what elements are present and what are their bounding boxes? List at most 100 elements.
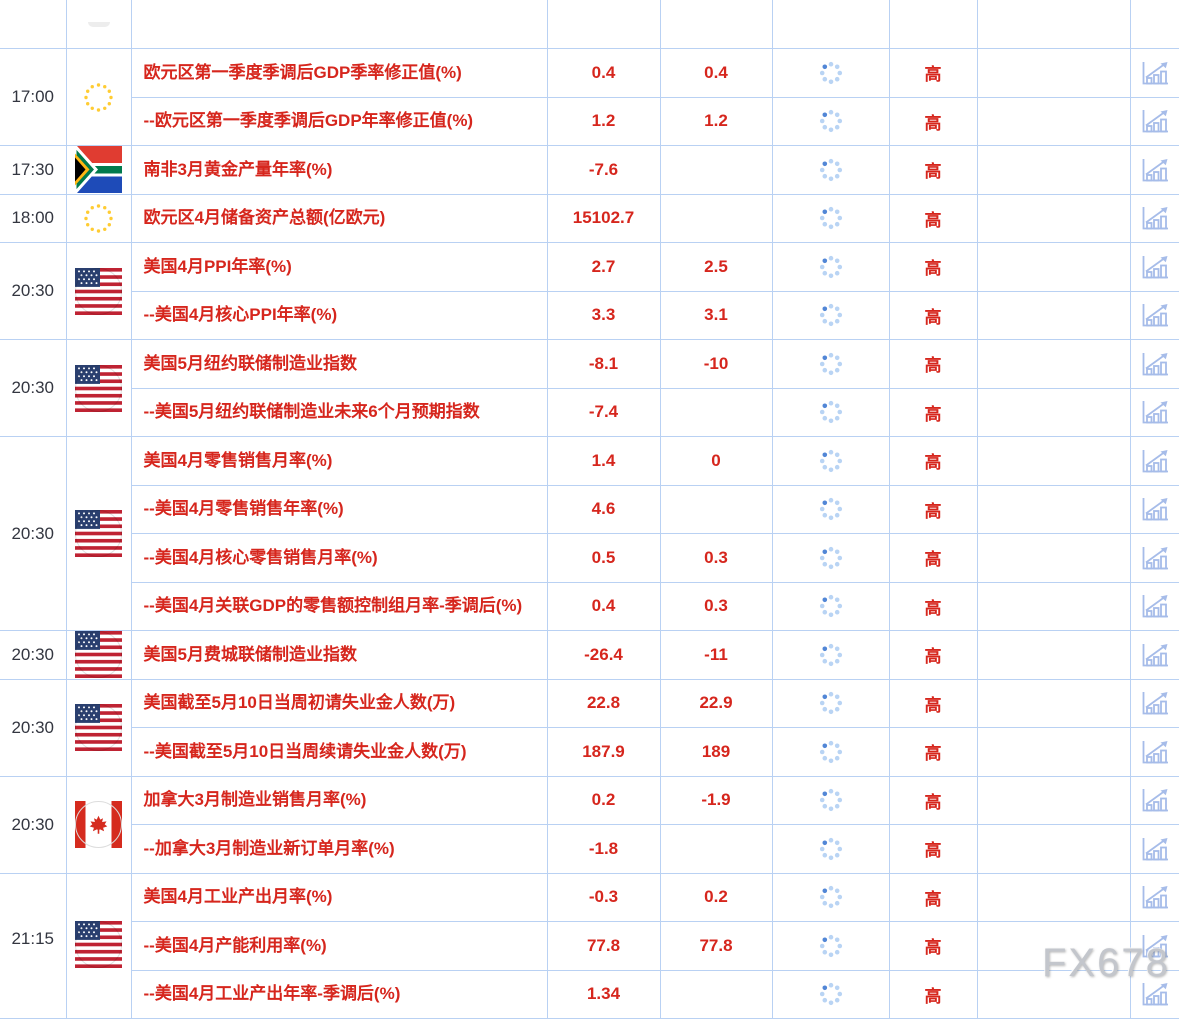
forecast-value: 1.2 [659,96,773,146]
event-cell: --加拿大3月制造业新订单月率(%) [131,824,548,874]
forecast-value: 0.3 [659,533,773,583]
forecast-value: -1.9 [659,775,773,825]
chart-icon[interactable] [1140,156,1170,184]
loading-spinner-icon [819,983,842,1006]
actual-value-cell [771,193,890,243]
time-cell: 20:30 [0,678,67,777]
chart-cell [1129,339,1179,389]
actual-value-cell [771,824,890,874]
chart-icon[interactable] [1140,835,1170,863]
loading-spinner-icon [819,546,842,569]
time-cell: 21:15 [0,872,67,1019]
event-link[interactable]: --美国4月关联GDP的零售额控制组月率-季调后(%) [143,596,523,616]
event-link[interactable]: 美国4月零售销售月率(%) [143,450,333,470]
event-link[interactable]: --美国4月核心零售销售月率(%) [143,547,378,567]
chart-icon[interactable] [1140,495,1170,523]
chart-icon[interactable] [1140,204,1170,232]
chart-icon[interactable] [1140,786,1170,814]
chart-icon[interactable] [1140,253,1170,281]
empty-cell [976,678,1131,728]
event-cell: 美国4月工业产出月率(%) [130,872,548,922]
actual-value-cell [771,436,890,486]
time-cell: 20:30 [0,339,67,437]
event-link[interactable]: --美国4月工业产出年率-季调后(%) [143,984,401,1004]
event-cell: --美国4月关联GDP的零售额控制组月率-季调后(%) [131,581,548,631]
previous-value: -7.6 [546,145,661,195]
chart-icon[interactable] [1140,447,1170,475]
event-link[interactable]: 欧元区第一季度季调后GDP季率修正值(%) [143,62,462,82]
loading-spinner-icon [819,401,842,424]
chart-icon[interactable] [1140,738,1170,766]
empty-cell [976,630,1131,680]
loading-spinner-icon [819,207,842,230]
event-link[interactable]: 美国截至5月10日当周初请失业金人数(万) [143,693,456,713]
chart-icon[interactable] [1140,641,1170,669]
previous-value: -8.1 [546,339,661,389]
actual-value-cell [771,484,890,534]
event-link[interactable]: --美国4月产能利用率(%) [143,935,327,955]
previous-value: 1.34 [546,969,661,1019]
actual-value-cell [771,145,890,195]
chart-cell [1129,581,1179,631]
forecast-value: -10 [659,339,773,389]
event-cell: 欧元区第一季度季调后GDP季率修正值(%) [130,48,548,98]
forecast-value [659,193,773,243]
chart-icon[interactable] [1140,107,1170,135]
chart-icon[interactable] [1140,932,1170,960]
forecast-value [659,145,773,195]
actual-value-cell [771,0,890,49]
chart-icon[interactable] [1140,980,1170,1008]
chart-icon[interactable] [1140,301,1170,329]
event-link[interactable]: --欧元区第一季度季调后GDP年率修正值(%) [143,111,474,131]
chart-icon[interactable] [1140,398,1170,426]
event-link[interactable]: --加拿大3月制造业新订单月率(%) [143,838,395,858]
event-cell: 美国5月纽约联储制造业指数 [130,339,548,389]
chart-icon[interactable] [1140,592,1170,620]
event-link[interactable]: 加拿大3月制造业销售月率(%) [143,790,367,810]
empty-cell [976,775,1131,825]
flag-cell [65,630,132,680]
chart-cell [1129,872,1179,922]
actual-value-cell [771,872,890,922]
event-link[interactable]: 美国5月纽约联储制造业指数 [143,353,357,373]
chart-cell [1129,145,1179,195]
chart-icon[interactable] [1140,350,1170,378]
chart-icon[interactable] [1140,544,1170,572]
chart-icon[interactable] [1140,689,1170,717]
empty-cell [976,727,1131,777]
calendar-row: --美国4月工业产出年率-季调后(%) 1.34 高 [0,969,1179,1019]
chart-icon[interactable] [1140,59,1170,87]
chart-cell [1129,193,1179,243]
actual-value-cell [771,242,890,292]
chart-icon[interactable] [1140,883,1170,911]
event-link[interactable]: 南非3月黄金产量年率(%) [143,159,333,179]
event-link[interactable]: 美国4月PPI年率(%) [143,256,292,276]
forecast-value [659,824,773,874]
empty-cell [976,290,1131,340]
forecast-value: 189 [659,727,773,777]
event-link[interactable]: 欧元区4月储备资产总额(亿欧元) [143,208,386,228]
empty-cell [976,872,1131,922]
forecast-value: 0.4 [659,48,773,98]
empty-cell [976,533,1131,583]
importance-badge: 高 [888,387,978,437]
actual-value-cell [771,921,890,971]
event-link[interactable]: 美国5月费城联储制造业指数 [143,644,357,664]
calendar-row: 20:30 美国5月纽约联储制造业指数 -8.1 -10 [0,339,1179,437]
event-link[interactable]: --美国截至5月10日当周续请失业金人数(万) [143,741,467,761]
importance-badge: 高 [888,96,978,146]
event-cell: --美国4月工业产出年率-季调后(%) [131,969,548,1019]
flag-cell [65,242,132,340]
previous-value: -26.4 [546,630,661,680]
event-link[interactable]: --美国4月零售销售年率(%) [143,499,344,519]
empty-cell [976,339,1131,389]
importance-badge: 高 [888,290,978,340]
event-link[interactable]: --美国5月纽约联储制造业未来6个月预期指数 [143,402,480,422]
actual-value-cell [771,775,890,825]
empty-cell [976,242,1131,292]
flag-cell [65,339,132,437]
event-link[interactable]: --美国4月核心PPI年率(%) [143,305,338,325]
event-link[interactable]: 美国4月工业产出月率(%) [143,887,333,907]
event-cell: --欧元区第一季度季调后GDP年率修正值(%) [131,96,548,146]
empty-cell [976,436,1131,486]
